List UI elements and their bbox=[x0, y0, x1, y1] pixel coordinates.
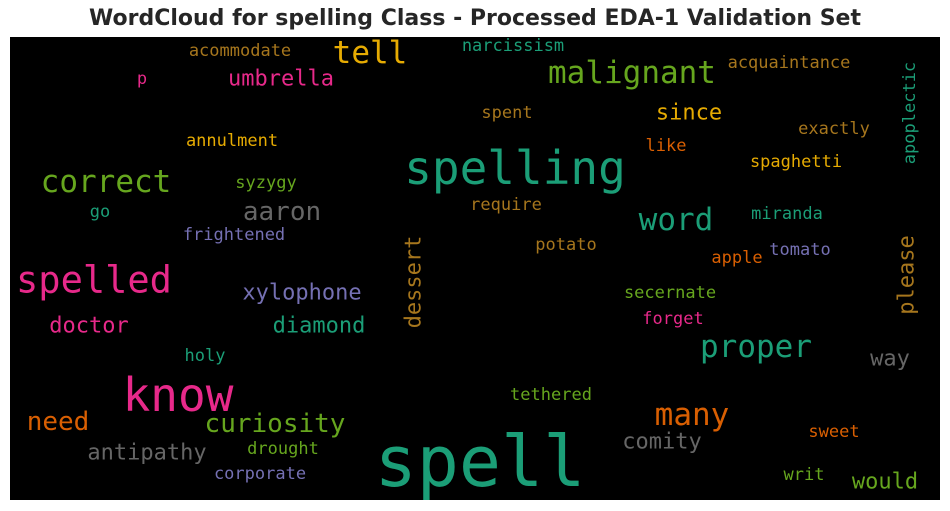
word-spaghetti: spaghetti bbox=[750, 152, 842, 172]
word-aaron: aaron bbox=[243, 197, 321, 227]
word-many: many bbox=[655, 397, 730, 433]
word-way: way bbox=[870, 347, 910, 372]
word-umbrella: umbrella bbox=[228, 67, 334, 92]
word-diamond: diamond bbox=[273, 314, 366, 339]
word-acquaintance: acquaintance bbox=[728, 53, 851, 73]
word-require: require bbox=[470, 195, 542, 215]
word-sweet: sweet bbox=[808, 422, 859, 442]
word-tomato: tomato bbox=[769, 240, 830, 260]
word-exactly: exactly bbox=[798, 119, 870, 139]
word-tell: tell bbox=[333, 37, 408, 71]
word-tethered: tethered bbox=[510, 385, 592, 405]
word-potato: potato bbox=[535, 235, 596, 255]
word-dessert: dessert bbox=[402, 236, 427, 329]
word-annulment: annulment bbox=[186, 131, 278, 151]
word-proper: proper bbox=[700, 329, 812, 365]
word-syzygy: syzygy bbox=[235, 173, 296, 193]
word-antipathy: antipathy bbox=[87, 441, 206, 466]
word-narcissism: narcissism bbox=[462, 37, 564, 56]
word-p: p bbox=[137, 69, 147, 89]
word-spelled: spelled bbox=[16, 259, 172, 302]
word-miranda: miranda bbox=[751, 204, 823, 224]
word-go: go bbox=[90, 202, 110, 222]
word-since: since bbox=[656, 101, 722, 126]
word-comity: comity bbox=[622, 430, 701, 455]
word-xylophone: xylophone bbox=[242, 281, 361, 306]
word-curiosity: curiosity bbox=[205, 409, 346, 439]
word-secernate: secernate bbox=[624, 283, 716, 303]
word-malignant: malignant bbox=[548, 55, 716, 91]
word-forget: forget bbox=[642, 309, 703, 329]
word-word: word bbox=[639, 202, 714, 238]
word-need: need bbox=[27, 407, 90, 437]
word-acommodate: acommodate bbox=[189, 41, 291, 61]
word-like: like bbox=[646, 136, 687, 156]
word-corporate: corporate bbox=[214, 464, 306, 484]
word-spent: spent bbox=[481, 103, 532, 123]
word-apple: apple bbox=[711, 248, 762, 268]
word-drought: drought bbox=[247, 439, 319, 459]
word-please: please bbox=[895, 235, 920, 314]
word-apoplectic: apoplectic bbox=[900, 62, 920, 164]
wordcloud-canvas: spellspellingknowspelledcorrectmalignant… bbox=[10, 37, 940, 500]
word-would: would bbox=[852, 470, 918, 495]
word-holy: holy bbox=[185, 346, 226, 366]
word-spell: spell bbox=[375, 421, 586, 500]
wordcloud-panel: spell spelling know spelled correct malignant… bbox=[10, 37, 940, 500]
word-writ: writ bbox=[784, 465, 825, 485]
word-spelling: spelling bbox=[404, 141, 626, 195]
word-frightened: frightened bbox=[183, 225, 285, 245]
word-doctor: doctor bbox=[49, 314, 128, 339]
chart-title: WordCloud for spelling Class - Processed… bbox=[0, 6, 950, 31]
word-correct: correct bbox=[41, 164, 172, 200]
